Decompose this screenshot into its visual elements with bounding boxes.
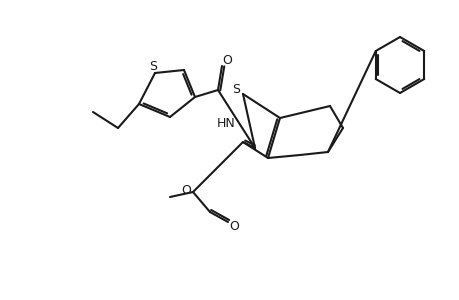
Text: S: S xyxy=(149,59,157,73)
Text: S: S xyxy=(231,82,240,95)
Text: O: O xyxy=(222,53,231,67)
Text: O: O xyxy=(229,220,238,232)
Text: O: O xyxy=(181,184,190,196)
Text: HN: HN xyxy=(217,116,235,130)
